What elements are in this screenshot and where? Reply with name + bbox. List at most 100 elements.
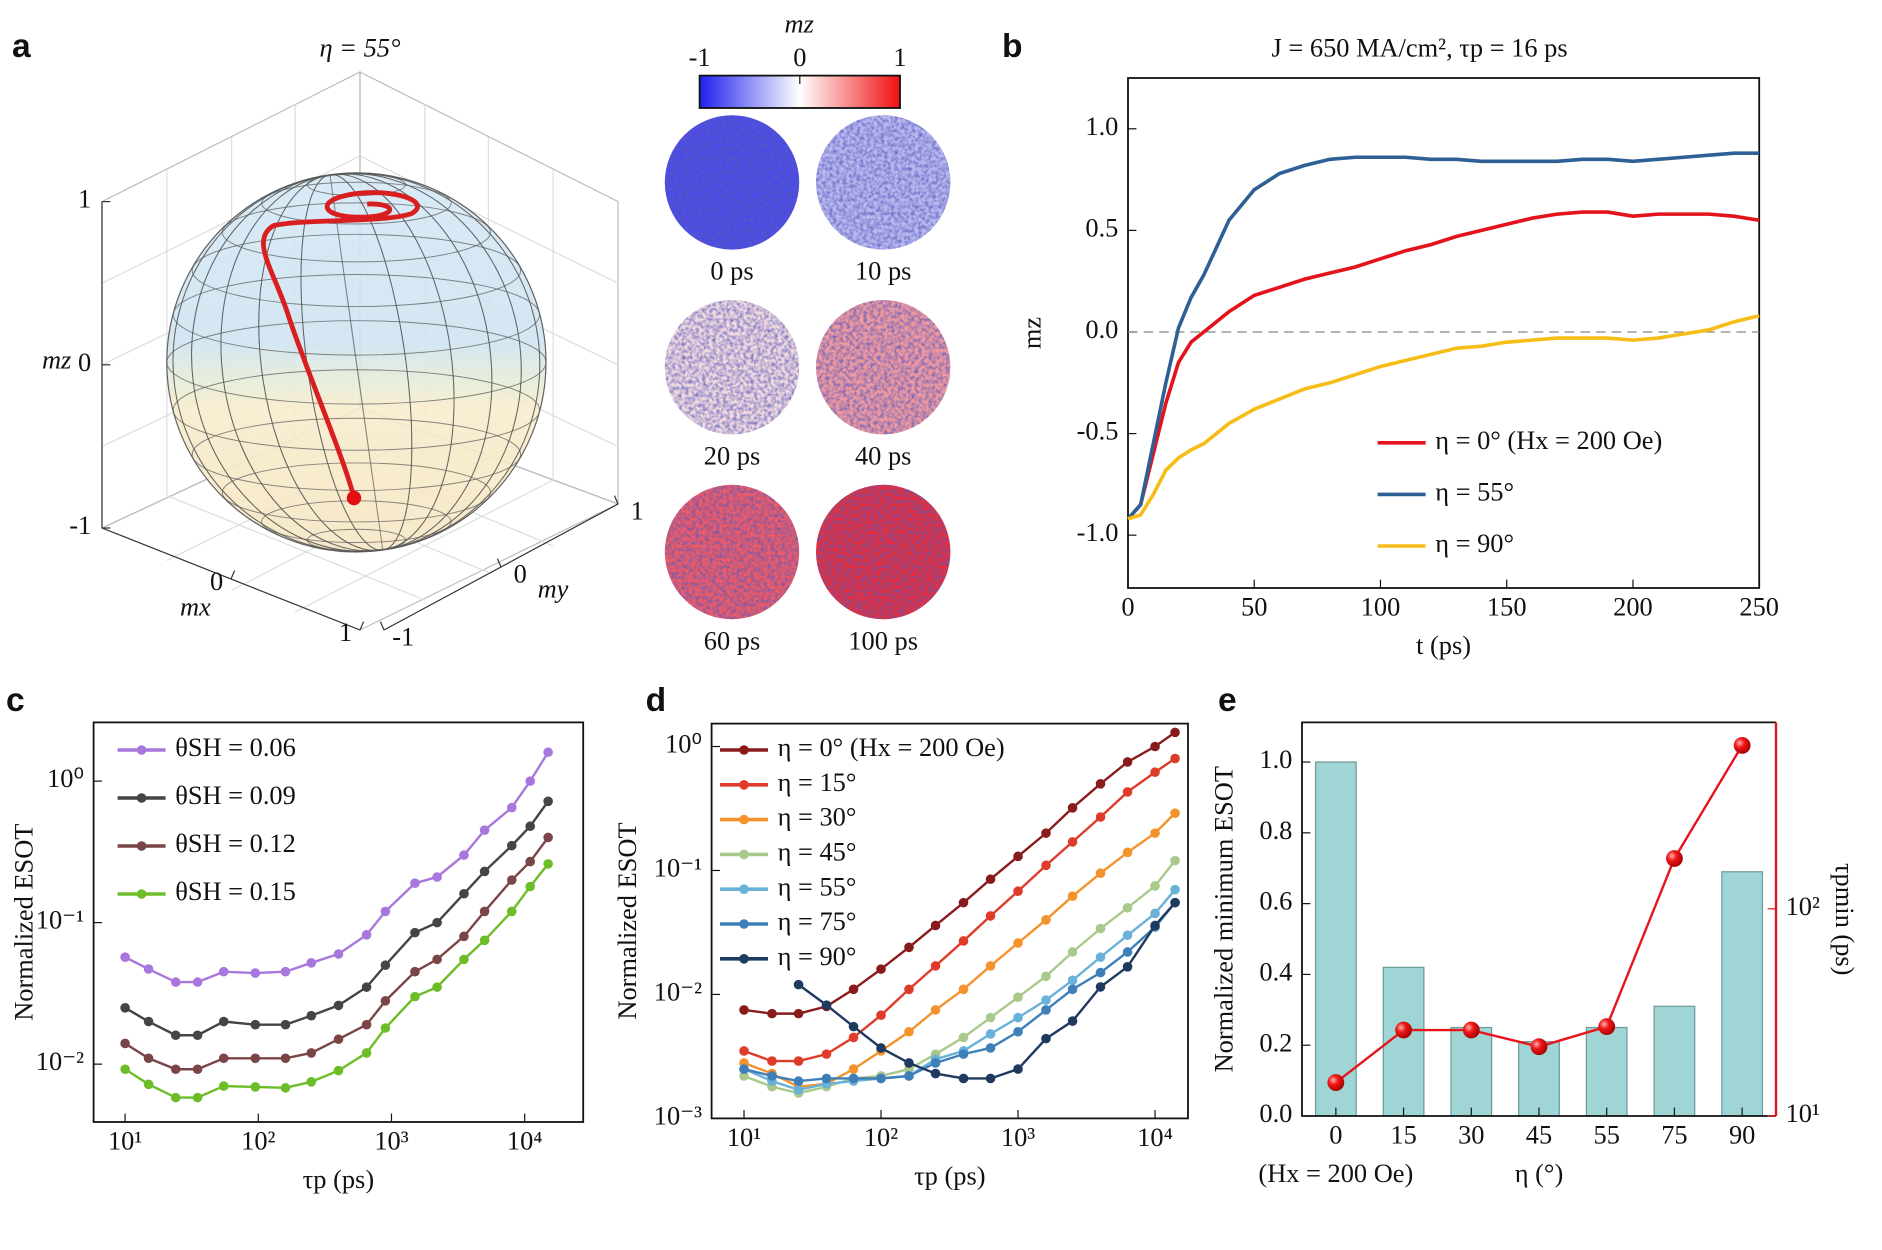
data-point xyxy=(1462,1021,1480,1039)
data-point xyxy=(506,802,517,813)
data-point xyxy=(1150,741,1160,752)
legend-marker xyxy=(739,814,749,825)
data-point xyxy=(793,1085,804,1095)
figure-body: a η = 55° mz mx my mz b c d e -1 0 1 0 1 -1 0 1… xyxy=(6,8,1860,1194)
y-axis-title: mz xyxy=(1016,317,1046,349)
y-tick xyxy=(613,495,619,505)
colorbar-tick-label: 0 xyxy=(793,42,806,72)
y-axis-title: Normalized ESOT xyxy=(8,824,38,1021)
data-point xyxy=(1170,753,1180,764)
data-point xyxy=(739,1046,749,1056)
data-point xyxy=(848,1021,859,1032)
snapshot-label: 10 ps xyxy=(855,256,911,286)
y-axis-title: Normalized ESOT xyxy=(612,822,642,1019)
data-point xyxy=(1067,891,1078,902)
snapshot-label: 40 ps xyxy=(855,440,911,470)
x-tick-label: 10¹ xyxy=(108,1126,142,1156)
data-point xyxy=(930,920,941,931)
y2-tick-label: 10¹ xyxy=(1786,1098,1820,1128)
data-point xyxy=(143,964,154,974)
x-tick-label: 75 xyxy=(1661,1120,1687,1150)
snapshot-label: 100 ps xyxy=(848,625,918,655)
legend-marker xyxy=(739,954,749,964)
data-point xyxy=(876,964,886,974)
data-point xyxy=(506,906,517,917)
data-point xyxy=(120,1038,130,1049)
data-point xyxy=(432,982,442,992)
data-point xyxy=(1170,727,1180,738)
data-point xyxy=(1095,967,1106,978)
colorbar xyxy=(698,74,901,109)
data-point xyxy=(821,1073,832,1084)
snapshot-texture xyxy=(816,115,951,250)
y-tick-label: -1 xyxy=(392,622,414,652)
data-point xyxy=(218,966,229,977)
data-point xyxy=(904,984,914,995)
data-point xyxy=(930,1058,941,1068)
data-point xyxy=(218,1053,229,1064)
data-point xyxy=(459,850,469,860)
data-point xyxy=(1530,1038,1548,1056)
data-point xyxy=(848,984,859,995)
data-point xyxy=(1122,947,1133,957)
data-point xyxy=(250,1019,261,1030)
legend-label: η = 90° xyxy=(1435,528,1514,558)
data-point xyxy=(1095,812,1106,822)
y-tick-label: 0.2 xyxy=(1259,1027,1292,1057)
data-point xyxy=(767,1056,777,1066)
data-point xyxy=(250,968,261,978)
y-tick-label: 10⁻² xyxy=(654,976,702,1006)
data-point xyxy=(958,1049,969,1059)
data-point xyxy=(410,927,420,938)
data-point xyxy=(459,888,469,899)
data-point xyxy=(306,958,317,968)
data-point xyxy=(306,1048,317,1058)
data-point xyxy=(361,1019,372,1030)
x-tick-label: 10¹ xyxy=(727,1122,761,1152)
data-point xyxy=(280,1053,291,1064)
data-point xyxy=(876,1043,886,1053)
data-point xyxy=(821,1000,832,1010)
latitude xyxy=(166,320,547,405)
data-point xyxy=(1041,828,1051,838)
chart-title: J = 650 MA/cm², τp = 16 ps xyxy=(1272,32,1568,62)
data-point xyxy=(361,1048,372,1058)
data-point xyxy=(525,776,535,786)
data-point xyxy=(985,1029,996,1039)
data-point xyxy=(479,825,490,835)
data-point xyxy=(380,1023,391,1033)
data-point xyxy=(1150,920,1160,931)
data-point xyxy=(930,1068,941,1079)
data-point xyxy=(333,1000,344,1011)
data-point xyxy=(821,1049,832,1059)
data-point xyxy=(1013,938,1023,948)
data-point xyxy=(432,954,442,965)
legend-marker xyxy=(739,745,749,755)
x-tick-label: 100 xyxy=(1361,592,1401,622)
snapshot-texture xyxy=(664,484,800,620)
data-point xyxy=(1170,808,1180,818)
data-point xyxy=(1013,1012,1023,1023)
data-point xyxy=(1013,1026,1023,1037)
data-point xyxy=(1122,757,1133,767)
panel-label: b xyxy=(1002,28,1023,65)
y2-axis-title: τpmin (ps) xyxy=(1830,863,1860,976)
legend-label: η = 55° xyxy=(1435,476,1514,506)
data-point xyxy=(525,856,535,867)
legend-label: θSH = 0.12 xyxy=(175,828,296,858)
data-point xyxy=(1150,828,1160,838)
series-line xyxy=(1126,210,1760,521)
data-point xyxy=(1095,923,1106,934)
data-point xyxy=(1041,1033,1051,1044)
data-point xyxy=(280,966,291,977)
y-tick-label: 0.0 xyxy=(1085,314,1118,344)
data-point xyxy=(1095,982,1106,992)
y-tick-label: 10⁰ xyxy=(47,763,84,793)
colorbar-tick-label: -1 xyxy=(689,42,711,72)
y-tick xyxy=(379,621,385,631)
x-tick-label: 250 xyxy=(1739,592,1779,622)
data-point xyxy=(250,1053,261,1064)
data-point xyxy=(876,1010,886,1020)
legend-label: η = 0° (Hx = 200 Oe) xyxy=(1435,425,1662,455)
bar xyxy=(1653,1005,1696,1117)
